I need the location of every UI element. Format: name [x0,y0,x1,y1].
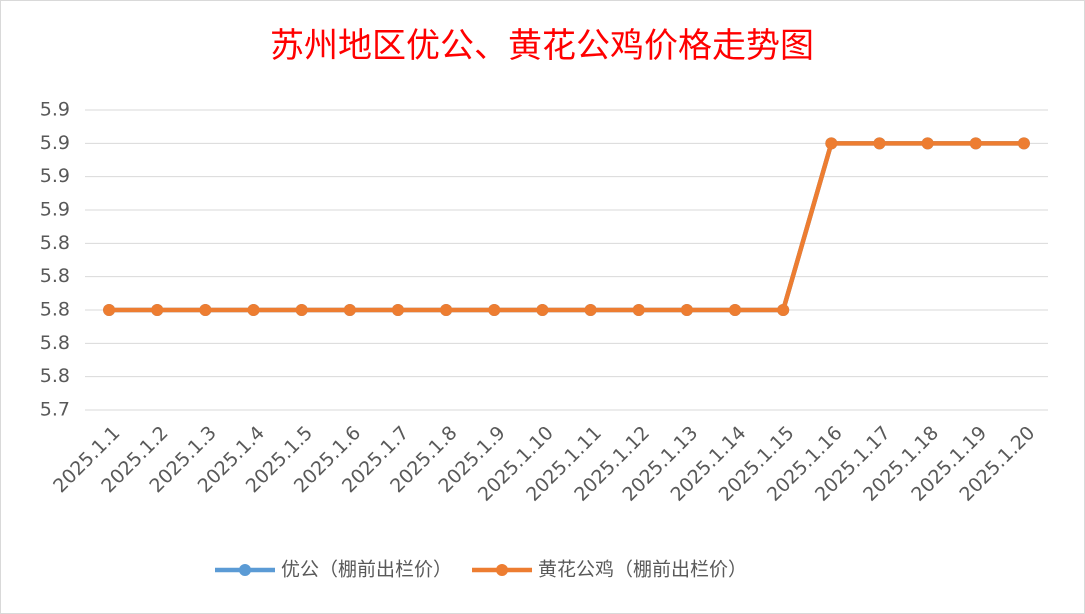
point [103,304,116,316]
point [440,304,453,316]
y-tick-label: 5.9 [40,132,70,154]
point [295,304,308,316]
legend-marker [496,564,509,576]
y-tick-label: 5.9 [40,99,70,121]
point [921,137,934,150]
point [584,304,597,316]
point [873,137,886,150]
point [391,304,404,316]
legend-marker [239,564,251,576]
series-line [109,141,1024,313]
point [247,304,260,316]
point [632,304,645,316]
point [729,304,742,316]
point [680,304,693,316]
y-tick-label: 5.8 [40,232,70,254]
y-tick-label: 5.8 [40,332,70,354]
point [343,304,356,316]
point [199,304,212,316]
point [969,137,982,150]
point [151,304,164,316]
y-tick-label: 5.9 [40,165,70,187]
y-tick-label: 5.7 [40,399,70,421]
point [536,304,549,316]
point [1017,137,1030,150]
legend-label: 黄花公鸡（棚前出栏价） [538,559,747,581]
y-tick-label: 5.9 [40,199,70,221]
point [488,304,501,316]
chart-title: 苏州地区优公、黄花公鸡价格走势图 [270,26,814,66]
y-tick-label: 5.8 [40,365,70,387]
point [825,137,838,150]
point [777,304,790,316]
y-tick-label: 5.8 [40,265,70,287]
legend-label: 优公（棚前出栏价） [281,559,452,581]
y-tick-label: 5.8 [40,299,70,321]
